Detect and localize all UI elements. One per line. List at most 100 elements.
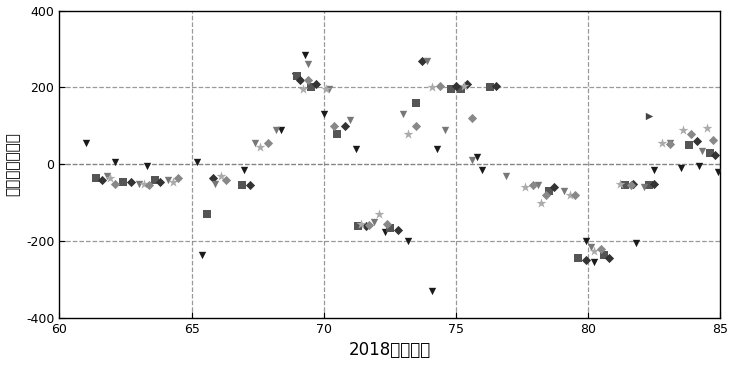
Point [643, 113, 655, 119]
Point [694, 163, 705, 169]
Point [548, 184, 560, 190]
Point [595, 246, 607, 252]
Point [95, 177, 107, 182]
Point [712, 169, 724, 175]
Point [294, 77, 306, 82]
Point [630, 240, 642, 246]
Point [215, 173, 227, 179]
Point [236, 182, 247, 188]
Point [109, 181, 121, 187]
Point [466, 115, 478, 121]
Point [540, 192, 552, 198]
Point [149, 177, 161, 182]
Point [339, 123, 351, 129]
Point [696, 148, 708, 154]
Point [344, 117, 356, 123]
Point [103, 175, 115, 181]
Point [207, 175, 219, 181]
Point [321, 87, 333, 92]
Point [402, 238, 414, 244]
Point [402, 131, 414, 137]
Point [90, 175, 102, 181]
Point [598, 252, 610, 258]
Point [133, 181, 145, 187]
Point [302, 61, 314, 67]
Point [244, 182, 255, 188]
Point [355, 221, 367, 227]
Point [291, 73, 303, 79]
Point [349, 146, 361, 152]
Point [415, 58, 427, 64]
Point [239, 167, 250, 173]
Y-axis label: 相对误差（米）: 相对误差（米） [6, 132, 21, 196]
Point [196, 252, 208, 258]
Point [270, 127, 282, 132]
Point [471, 154, 483, 160]
Point [664, 141, 676, 147]
Point [352, 223, 364, 229]
Point [542, 188, 554, 194]
Point [323, 87, 335, 92]
Point [368, 219, 380, 225]
Point [643, 182, 655, 188]
Point [426, 288, 438, 294]
Point [686, 131, 697, 137]
Point [297, 87, 308, 92]
Point [580, 257, 592, 263]
Point [249, 140, 261, 146]
Point [435, 82, 446, 88]
Point [310, 81, 321, 87]
Point [559, 188, 570, 194]
Point [461, 81, 473, 87]
Point [101, 173, 113, 179]
Point [432, 146, 443, 152]
Point [384, 225, 396, 231]
Point [572, 255, 584, 261]
Point [440, 127, 451, 132]
Point [580, 238, 592, 244]
Point [648, 167, 660, 173]
X-axis label: 2018年内积日: 2018年内积日 [349, 341, 431, 360]
Point [490, 82, 501, 88]
Point [501, 173, 512, 179]
Point [628, 181, 639, 187]
Point [564, 192, 575, 198]
Point [484, 85, 496, 91]
Point [588, 260, 600, 265]
Point [374, 211, 385, 217]
Point [360, 223, 372, 229]
Point [209, 181, 221, 187]
Point [191, 160, 203, 165]
Point [426, 85, 438, 91]
Point [466, 158, 478, 164]
Point [167, 178, 179, 184]
Point [302, 77, 314, 82]
Point [80, 140, 92, 146]
Point [154, 178, 166, 184]
Point [677, 127, 689, 132]
Point [458, 82, 470, 88]
Point [707, 138, 719, 143]
Point [614, 181, 626, 187]
Point [162, 177, 174, 182]
Point [305, 85, 316, 91]
Point [445, 87, 457, 92]
Point [331, 131, 343, 137]
Point [220, 177, 232, 182]
Point [288, 73, 300, 79]
Point [450, 82, 462, 88]
Point [619, 182, 631, 188]
Point [143, 182, 155, 188]
Point [141, 163, 153, 169]
Point [664, 140, 676, 146]
Point [202, 211, 214, 217]
Point [382, 221, 393, 227]
Point [704, 150, 716, 156]
Point [117, 178, 128, 184]
Point [379, 228, 390, 234]
Point [138, 181, 150, 187]
Point [702, 125, 713, 131]
Point [675, 165, 686, 171]
Point [109, 160, 121, 165]
Point [455, 87, 467, 92]
